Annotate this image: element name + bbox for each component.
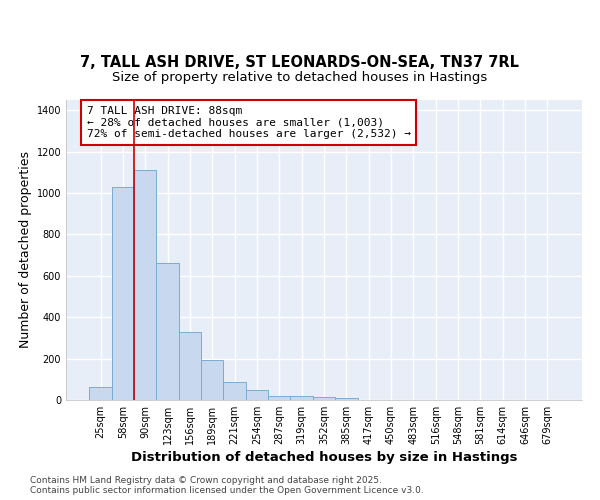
Bar (223, 382, 246, 400)
Text: 7, TALL ASH DRIVE, ST LEONARDS-ON-SEA, TN37 7RL: 7, TALL ASH DRIVE, ST LEONARDS-ON-SEA, T… (80, 55, 520, 70)
Bar (268, 396, 290, 400)
Bar (201, 360, 223, 400)
Bar (313, 397, 335, 400)
Bar (246, 390, 268, 400)
X-axis label: Distribution of detached houses by size in Hastings: Distribution of detached houses by size … (131, 451, 517, 464)
Y-axis label: Number of detached properties: Number of detached properties (19, 152, 32, 348)
Bar (290, 396, 313, 400)
Text: Contains HM Land Registry data © Crown copyright and database right 2025.
Contai: Contains HM Land Registry data © Crown c… (30, 476, 424, 495)
Bar (134, 170, 157, 400)
Bar (335, 398, 358, 400)
Bar (157, 264, 179, 400)
Text: Size of property relative to detached houses in Hastings: Size of property relative to detached ho… (112, 71, 488, 84)
Bar (89, 386, 112, 400)
Bar (112, 187, 134, 400)
Bar (179, 332, 201, 400)
Text: 7 TALL ASH DRIVE: 88sqm
← 28% of detached houses are smaller (1,003)
72% of semi: 7 TALL ASH DRIVE: 88sqm ← 28% of detache… (86, 106, 410, 139)
